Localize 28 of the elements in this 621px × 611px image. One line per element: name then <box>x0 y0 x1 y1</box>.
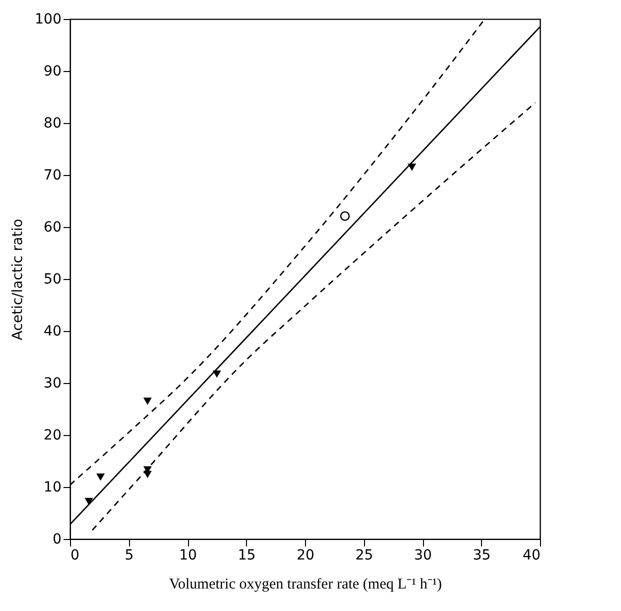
point <box>340 211 350 221</box>
line-series <box>92 102 536 531</box>
x-tick-label: 15 <box>238 548 256 564</box>
y-tick-label: 40 <box>44 324 62 340</box>
x-tick-label: 10 <box>179 548 197 564</box>
y-axis-title: Acetic/lactic ratio <box>10 218 26 340</box>
x-tick-label: 0 <box>70 548 80 564</box>
y-tick-label: 10 <box>44 480 62 496</box>
y-tick-label: 100 <box>34 12 62 28</box>
x-tick-label: 40 <box>522 548 540 564</box>
x-tick-label: 35 <box>472 548 491 564</box>
point <box>143 398 152 405</box>
x-axis-title: Volumetric oxygen transfer rate (meq L⁻¹ h⁻¹) <box>169 576 442 592</box>
point <box>84 498 93 506</box>
x-tick-label: 30 <box>414 548 432 564</box>
y-tick-label: 20 <box>44 428 62 444</box>
y-tick-label: 80 <box>44 116 62 132</box>
y-tick-label: 50 <box>44 272 62 288</box>
y-tick-label: 0 <box>52 532 62 548</box>
y-tick-label: 90 <box>44 64 62 80</box>
point <box>96 473 105 481</box>
y-tick-label: 60 <box>44 220 62 236</box>
y-tick-label: 70 <box>44 168 62 184</box>
x-tick-label: 20 <box>296 548 314 564</box>
point <box>212 370 222 378</box>
x-tick-label: 5 <box>124 548 134 564</box>
x-tick-label: 25 <box>355 548 374 564</box>
y-tick-label: 30 <box>44 376 62 392</box>
